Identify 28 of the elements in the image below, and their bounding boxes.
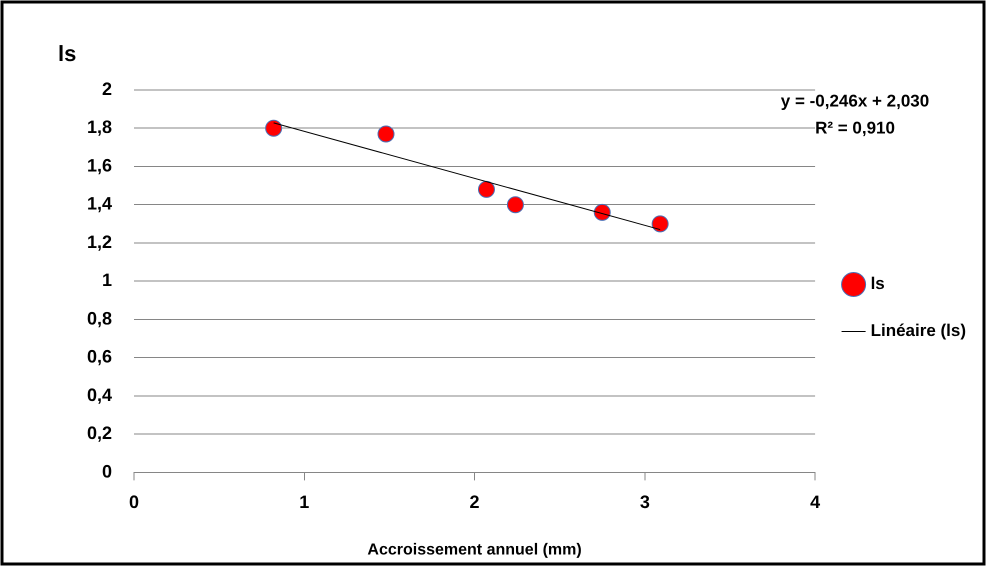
annotation: R² = 0,910	[815, 118, 895, 138]
y-tick-label: 0,4	[86, 384, 112, 405]
legend-label: Linéaire (ls)	[870, 321, 966, 340]
y-tick-label: 1,4	[86, 194, 112, 214]
y-tick-label: 0	[102, 461, 112, 482]
x-tick-label: 4	[810, 492, 820, 512]
legend-label: ls	[870, 274, 885, 294]
y-tick-label: 0,2	[86, 423, 112, 444]
y-tick-label: 1,2	[86, 232, 112, 252]
x-tick-label: 2	[470, 492, 480, 512]
point	[478, 180, 495, 198]
point	[506, 196, 524, 214]
y-tick-label: 0,8	[86, 308, 112, 328]
annotation: y = -0,246x + 2,030	[780, 92, 930, 111]
x-tick-label: 3	[640, 492, 650, 512]
x-tick-label: 0	[129, 492, 140, 512]
point	[652, 215, 669, 232]
y-tick-label: 0,6	[86, 346, 112, 367]
point	[594, 204, 611, 221]
point	[378, 125, 395, 142]
point	[265, 120, 282, 137]
y-tick-label: 1,8	[86, 117, 112, 138]
x-axis-title: Accroissement annuel (mm)	[367, 541, 582, 558]
y-tick-label: 1,6	[86, 155, 112, 176]
x-tick-label: 1	[299, 492, 310, 512]
y-tick-label: 1	[102, 270, 112, 290]
y-tick-label: 2	[102, 78, 112, 99]
y-axis-title: ls	[58, 41, 76, 66]
